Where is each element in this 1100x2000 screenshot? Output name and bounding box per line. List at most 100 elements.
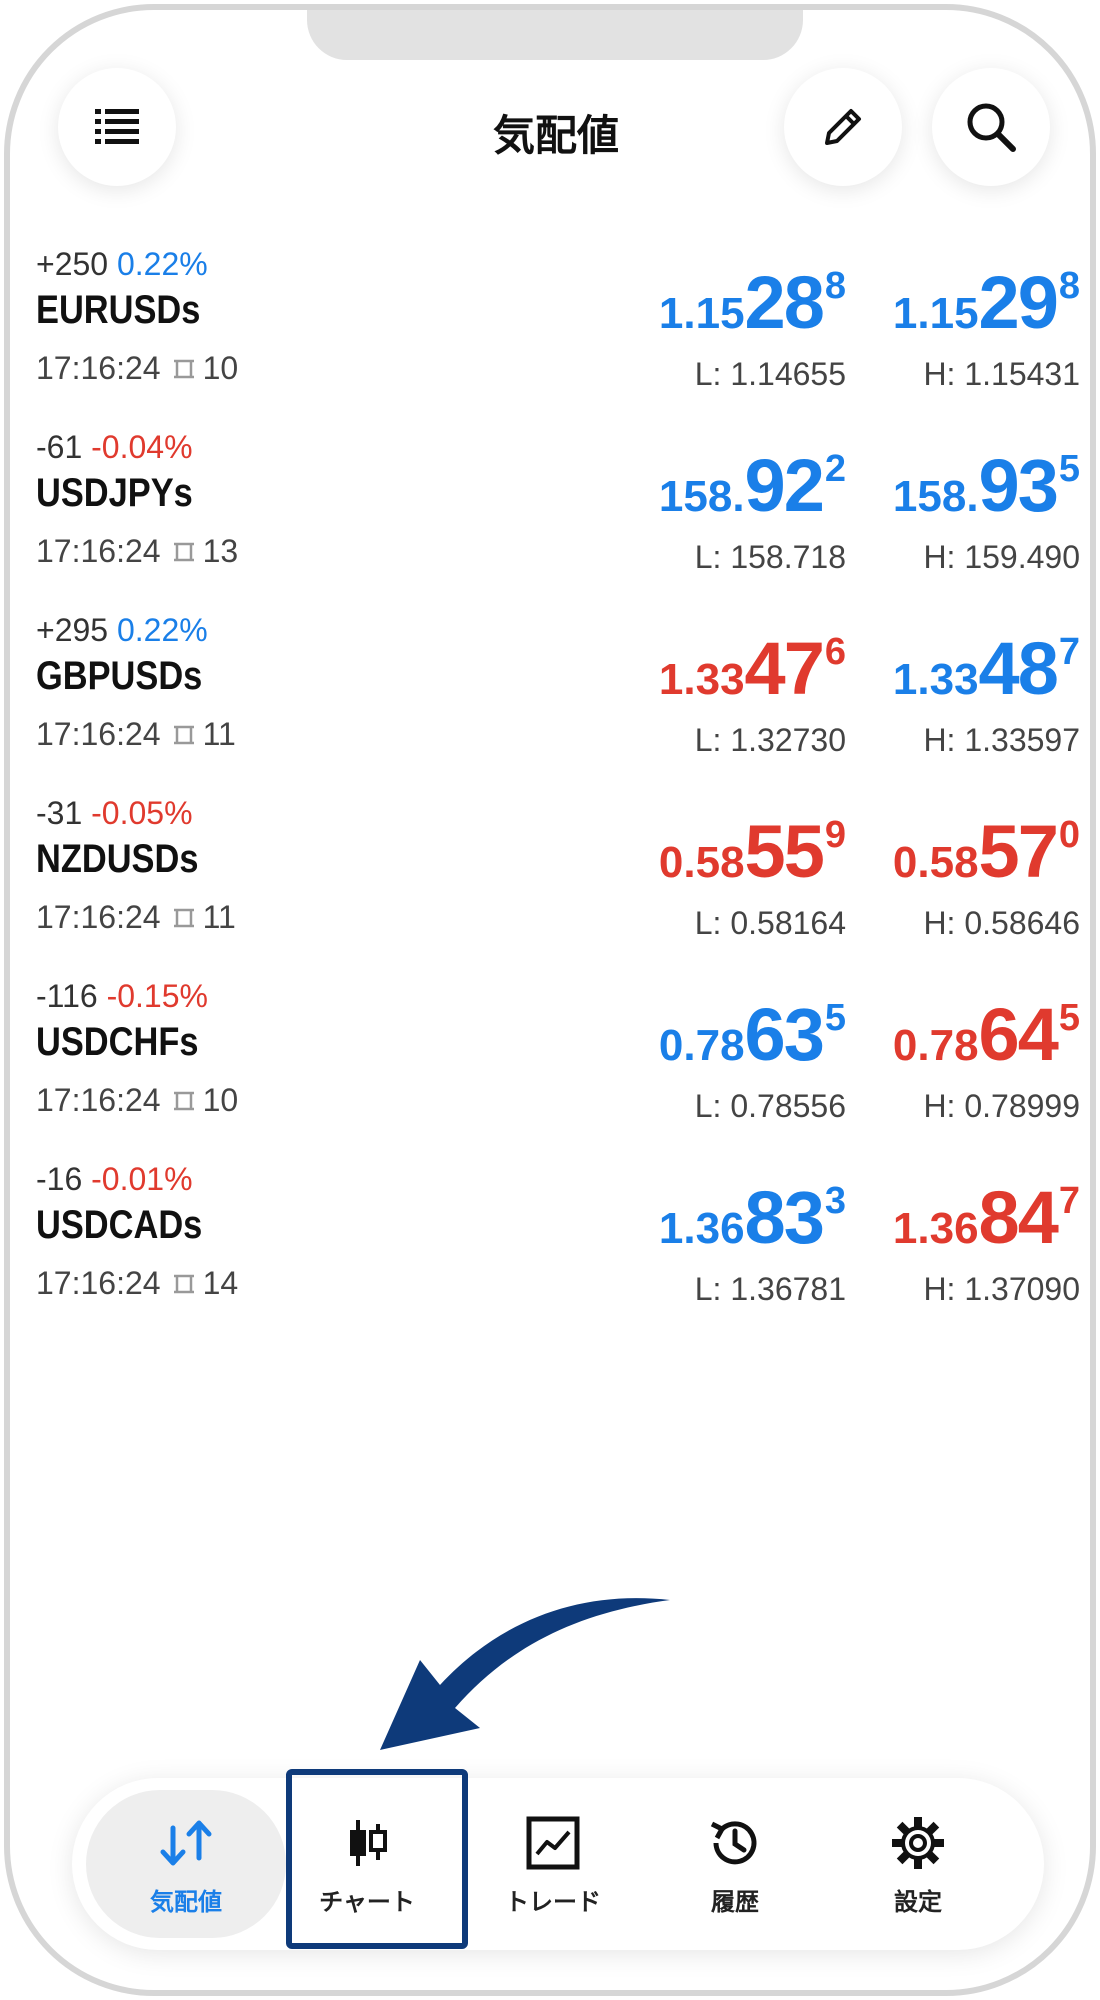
- low-price: L: 0.58164: [694, 905, 846, 941]
- ask-price-prefix: 0.58: [892, 838, 979, 887]
- menu-button[interactable]: [58, 68, 176, 186]
- gear-icon: [892, 1817, 944, 1869]
- ask-price-pips: 48: [978, 627, 1059, 710]
- pencil-icon: [825, 109, 861, 145]
- quote-row[interactable]: +250 0.22% EURUSDs 17:16:24 10 1.15288 1.1529…: [10, 238, 1090, 421]
- nav-tab-trade[interactable]: トレード: [463, 1778, 643, 1950]
- low-price: L: 1.14655: [694, 356, 846, 392]
- symbol-name: USDJPYs: [36, 471, 193, 515]
- nav-tab-quotes[interactable]: 気配値: [96, 1778, 276, 1950]
- bid-price-pips: 92: [744, 444, 825, 527]
- high-price: H: 0.78999: [923, 1088, 1080, 1124]
- ask-price[interactable]: 0.58570: [893, 809, 1080, 894]
- bid-price-prefix: 0.58: [658, 838, 745, 887]
- bid-price[interactable]: 0.78635: [659, 992, 846, 1077]
- quote-time: 17:16:24: [36, 1265, 161, 1301]
- spread-value: 10: [202, 1082, 239, 1118]
- change-points: -61: [36, 429, 83, 465]
- spread-value: 11: [202, 716, 236, 752]
- high-price: H: 0.58646: [923, 905, 1080, 941]
- change-points: -116: [36, 978, 98, 1014]
- change-percent: -0.01%: [91, 1161, 193, 1197]
- ask-price-prefix: 0.78: [892, 1021, 979, 1070]
- spread-value: 10: [202, 350, 239, 386]
- high-price: H: 159.490: [923, 539, 1080, 575]
- symbol-name: NZDUSDs: [36, 837, 199, 881]
- bid-price[interactable]: 1.33476: [659, 626, 846, 711]
- symbol-name: EURUSDs: [36, 288, 201, 332]
- quote-time: 17:16:24: [36, 350, 161, 386]
- bid-price-pips: 83: [744, 1176, 825, 1259]
- low-price: L: 0.78556: [694, 1088, 846, 1124]
- ask-price-fraction: 5: [1058, 997, 1080, 1039]
- ask-price[interactable]: 158.935: [893, 443, 1080, 528]
- edit-button[interactable]: [784, 68, 902, 186]
- change-points: -31: [36, 795, 83, 831]
- bid-price-prefix: 1.15: [658, 289, 745, 338]
- list-icon: [95, 109, 139, 144]
- ask-price[interactable]: 1.36847: [893, 1175, 1080, 1260]
- high-price: H: 1.33597: [923, 722, 1080, 758]
- change-percent: -0.04%: [91, 429, 193, 465]
- nav-label: 気配値: [150, 1888, 222, 1916]
- spread-icon: [173, 359, 194, 378]
- nav-label: 履歴: [711, 1888, 759, 1916]
- bid-price[interactable]: 158.922: [659, 443, 846, 528]
- spread-icon: [173, 725, 194, 744]
- low-price: L: 158.718: [694, 539, 846, 575]
- change-percent: 0.22%: [116, 246, 208, 282]
- bid-price-prefix: 0.78: [658, 1021, 745, 1070]
- ask-price[interactable]: 1.33487: [893, 626, 1080, 711]
- symbol-name: USDCHFs: [36, 1020, 199, 1064]
- bid-price-fraction: 6: [824, 631, 846, 673]
- phone-notch: [307, 10, 803, 60]
- history-icon: [710, 1821, 757, 1865]
- quote-row[interactable]: -61 -0.04% USDJPYs 17:16:24 13 158.922 158.93…: [10, 421, 1090, 604]
- nav-active-indicator: [86, 1790, 286, 1938]
- nav-tab-history[interactable]: 履歴: [645, 1778, 825, 1950]
- spread-icon: [173, 1091, 194, 1110]
- bid-price-fraction: 9: [824, 814, 846, 856]
- bid-price-fraction: 5: [824, 997, 846, 1039]
- bid-price-fraction: 8: [824, 265, 846, 307]
- change-percent: -0.05%: [91, 795, 193, 831]
- quote-row[interactable]: +295 0.22% GBPUSDs 17:16:24 11 1.33476 1.3348…: [10, 604, 1090, 787]
- ask-price-prefix: 1.33: [892, 655, 979, 704]
- bid-price-fraction: 2: [824, 448, 846, 490]
- spread-value: 13: [202, 533, 239, 569]
- quote-row[interactable]: -16 -0.01% USDCADs 17:16:24 14 1.36833 1.3684…: [10, 1153, 1090, 1336]
- quote-row[interactable]: -31 -0.05% NZDUSDs 17:16:24 11 0.58559 0.5857…: [10, 787, 1090, 970]
- bid-price[interactable]: 1.15288: [659, 260, 846, 345]
- chart-tab-highlight-box: [286, 1769, 468, 1949]
- change-points: +295: [36, 612, 109, 648]
- ask-price[interactable]: 0.78645: [893, 992, 1080, 1077]
- spread-value: 11: [202, 899, 236, 935]
- search-button[interactable]: [932, 68, 1050, 186]
- bid-price-prefix: 158.: [658, 472, 745, 521]
- bid-price-pips: 63: [744, 993, 825, 1076]
- quote-time: 17:16:24: [36, 1082, 161, 1118]
- bid-price-pips: 47: [744, 627, 825, 710]
- bid-price[interactable]: 0.58559: [659, 809, 846, 894]
- change-points: +250: [36, 246, 109, 282]
- quote-meta: 17:16:24 13: [36, 533, 238, 570]
- ask-price-pips: 57: [978, 810, 1059, 893]
- low-price: L: 1.32730: [694, 722, 846, 758]
- quote-row[interactable]: -116 -0.15% USDCHFs 17:16:24 10 0.78635 0.786…: [10, 970, 1090, 1153]
- change-text: -61 -0.04%: [36, 429, 193, 466]
- ask-price-fraction: 7: [1058, 1180, 1080, 1222]
- quote-time: 17:16:24: [36, 533, 161, 569]
- nav-tab-chart[interactable]: チャート: [277, 1778, 457, 1950]
- ask-price-pips: 29: [978, 261, 1059, 344]
- change-text: +250 0.22%: [36, 246, 208, 283]
- ask-price-pips: 64: [978, 993, 1059, 1076]
- pointer-arrow-icon: [380, 1598, 670, 1750]
- nav-label: 設定: [894, 1888, 942, 1916]
- ask-price-pips: 84: [978, 1176, 1059, 1259]
- quote-meta: 17:16:24 11: [36, 716, 236, 753]
- ask-price[interactable]: 1.15298: [893, 260, 1080, 345]
- change-text: -31 -0.05%: [36, 795, 193, 832]
- bid-price[interactable]: 1.36833: [659, 1175, 846, 1260]
- nav-tab-settings[interactable]: 設定: [828, 1778, 1008, 1950]
- quote-meta: 17:16:24 14: [36, 1265, 238, 1302]
